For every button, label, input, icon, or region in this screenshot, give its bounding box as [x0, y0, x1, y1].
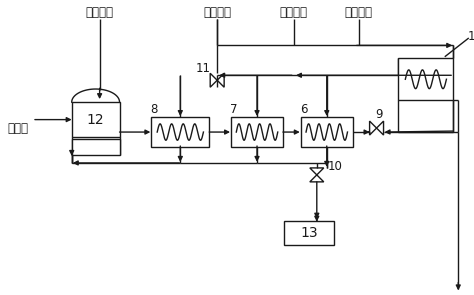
Bar [301, 117, 353, 147]
Text: 12: 12 [87, 113, 104, 127]
Text: 三段抽汽: 三段抽汽 [203, 6, 231, 19]
Bar [72, 102, 119, 137]
Text: 1: 1 [467, 30, 474, 43]
Text: 二段抽汽: 二段抽汽 [280, 6, 308, 19]
Bar [284, 221, 334, 245]
Text: 一段抽汽: 一段抽汽 [345, 6, 373, 19]
Bar [231, 117, 283, 147]
Bar [399, 58, 453, 100]
Text: 11: 11 [196, 62, 211, 75]
Text: 7: 7 [230, 103, 238, 116]
Text: 10: 10 [327, 160, 342, 173]
Text: 四段抽汽: 四段抽汽 [86, 6, 114, 19]
Text: 13: 13 [300, 226, 318, 240]
Text: 凝结水: 凝结水 [8, 122, 28, 135]
Text: 9: 9 [375, 108, 383, 121]
Text: 8: 8 [151, 103, 158, 116]
Bar [151, 117, 209, 147]
Bar [72, 139, 119, 155]
Text: 6: 6 [300, 103, 308, 116]
